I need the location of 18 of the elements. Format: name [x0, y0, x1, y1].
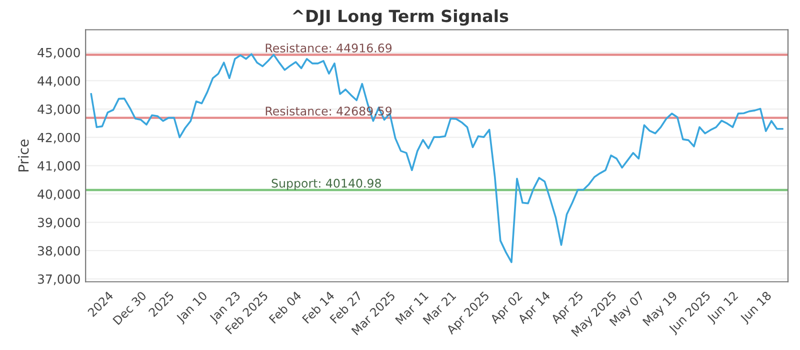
- x-tick-label: Dec 30: [112, 290, 147, 326]
- y-tick-label: 45,000: [38, 48, 80, 59]
- y-tick-label: 42,000: [38, 132, 80, 144]
- x-tick-label: Feb 04: [268, 290, 302, 324]
- y-tick-label: 43,000: [38, 104, 80, 116]
- y-tick-label: 39,000: [38, 218, 80, 228]
- y-tick-label: 41,000: [38, 161, 80, 172]
- y-axis-title: Price: [18, 140, 29, 172]
- ref-line-label: Resistance: 44916.69: [266, 43, 392, 52]
- y-tick-label: 37,000: [38, 274, 80, 286]
- y-tick-label: 40,000: [38, 189, 80, 200]
- x-tick-label: Jan 10: [175, 290, 210, 325]
- chart-title: ^DJI Long Term Signals: [292, 9, 508, 26]
- x-tick-label: Jun 18: [739, 290, 774, 325]
- ref-line-label: Support: 40140.98: [272, 178, 381, 190]
- y-tick-label: 44,000: [38, 76, 80, 87]
- y-tick-label: 38,000: [38, 246, 80, 257]
- line-series: [90, 53, 784, 264]
